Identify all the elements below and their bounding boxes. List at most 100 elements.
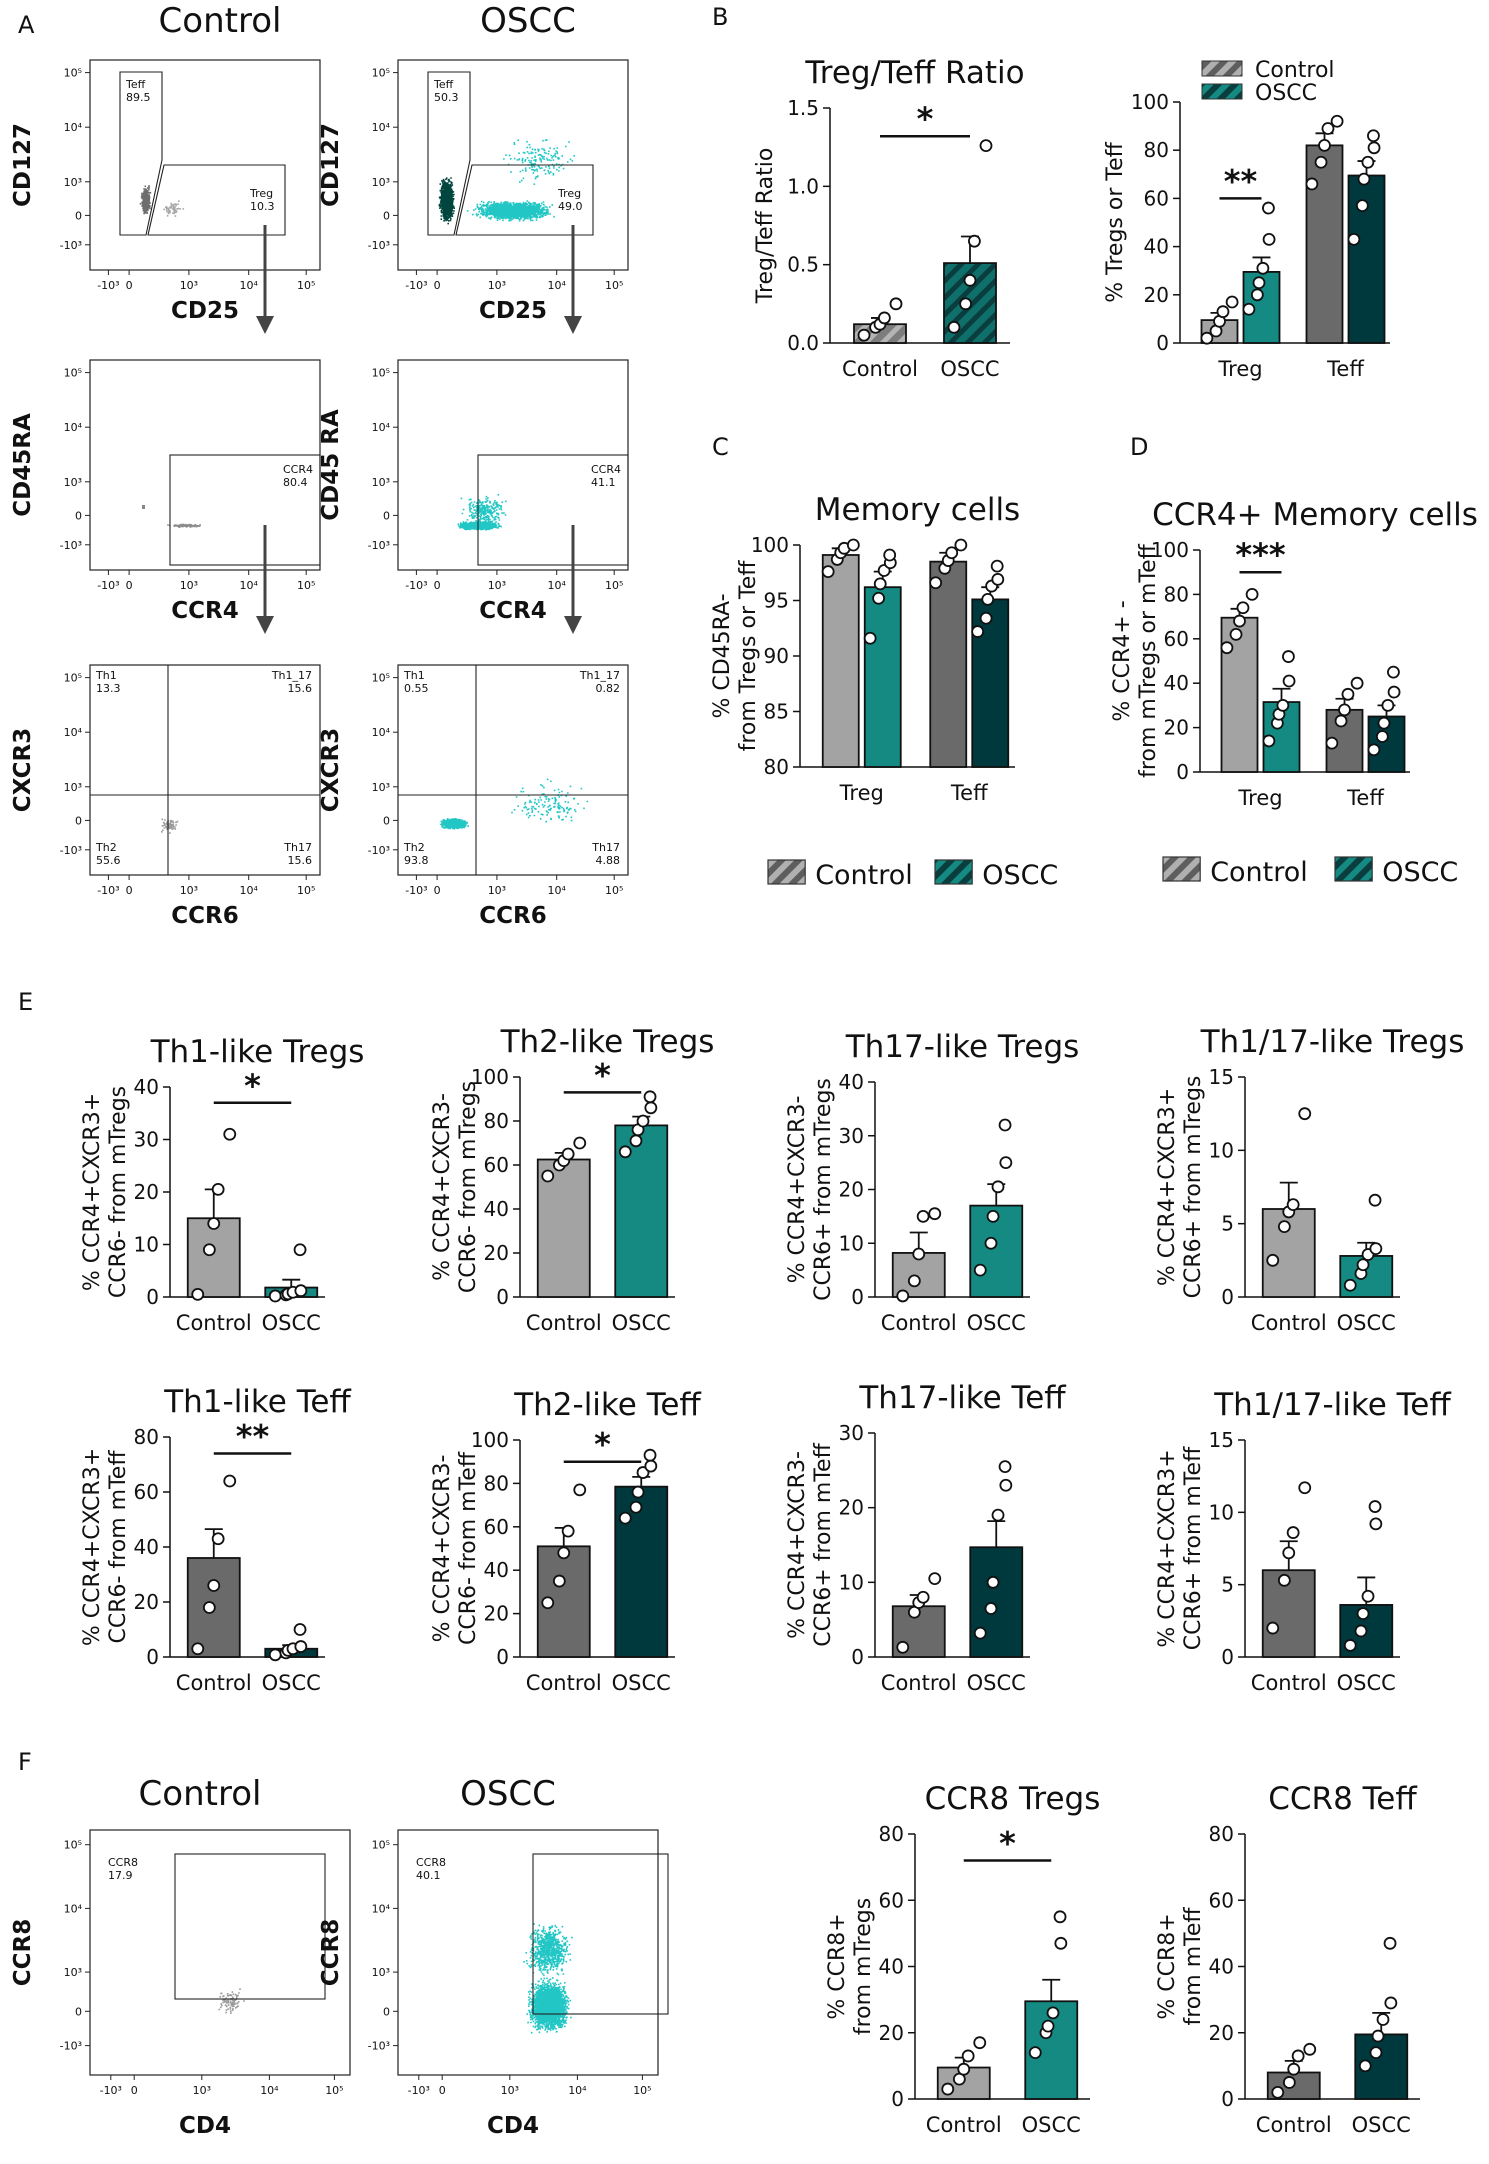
ccr4-gate: [169, 454, 321, 566]
flow-plot: -10³ 0 10³ 10⁴ 10⁵ 10⁵ 10⁴ 10³ 0 -10³ CCR6 CXCR3 Th1…: [10, 664, 321, 929]
data-point: [873, 577, 887, 591]
legend-swatch: [934, 859, 973, 885]
y-tick-label: 20: [484, 1602, 509, 1626]
category-label: Control: [526, 1311, 602, 1335]
x-tick-label: -10³: [408, 2084, 430, 2097]
y-axis-label: CCR8: [10, 1919, 36, 1986]
data-point: [883, 548, 897, 562]
event-dots: [503, 139, 575, 185]
y-axis-label: % CCR4+CXCR3-: [785, 1451, 810, 1639]
data-point: [1262, 734, 1276, 748]
chart-title: Th1/17-like Tregs: [1200, 1024, 1465, 1060]
y-axis-label: from mTregs: [851, 1898, 876, 2035]
data-point: [1381, 699, 1395, 712]
bar: [929, 560, 968, 768]
plot-frame: [397, 664, 629, 876]
data-point: [1358, 2059, 1372, 2073]
y-tick-label: 100: [471, 1428, 509, 1452]
y-tick-label: 15: [1209, 1065, 1234, 1089]
bar: [821, 554, 860, 768]
category-label: Control: [176, 1311, 252, 1335]
flow-plot: -10³ 0 10³ 10⁴ 10⁵ 10⁵ 10⁴ 10³ 0 -10³ CCR4 CD45 RA C…: [318, 359, 629, 634]
y-tick-label: 80: [134, 1425, 159, 1449]
event-dots: [163, 200, 185, 217]
data-point: [1277, 1220, 1291, 1233]
gate-value: 4.88: [596, 854, 621, 867]
y-tick-label: 10: [839, 1231, 864, 1255]
y-tick-label: 0: [891, 2087, 904, 2111]
data-point: [929, 576, 943, 590]
y-tick-label: 100: [1131, 90, 1169, 114]
y-axis-label: % CCR8+: [1155, 1913, 1180, 2019]
chart-title: Th2-like Tregs: [500, 1024, 715, 1060]
category-label: OSCC: [612, 1311, 671, 1335]
y-tick-label: 10³: [372, 476, 390, 489]
y-tick-label: 40: [134, 1075, 159, 1099]
x-tick-label: 10⁴: [239, 884, 258, 897]
data-point: [268, 1648, 282, 1662]
y-tick-label: 40: [484, 1197, 509, 1221]
data-point: [1318, 138, 1331, 152]
y-tick-label: 0: [851, 1645, 864, 1669]
flow-plot: -10³ 0 10³ 10⁴ 10⁵10⁵10⁴10³0-10³CD4CCR8CCR81…: [10, 1829, 351, 2139]
category-label: OSCC: [1337, 1671, 1396, 1695]
x-tick-label: 0: [434, 884, 441, 897]
gate-value: 10.3: [250, 200, 275, 213]
y-axis-label: % CCR4+CXCR3+: [80, 1448, 105, 1646]
category-label: Control: [1256, 2113, 1332, 2137]
y-axis-label: from Tregs or Teff: [736, 560, 761, 752]
x-axis-label: CCR6: [479, 903, 546, 929]
panel-letter: E: [18, 988, 33, 1016]
data-point: [1229, 627, 1243, 641]
data-point: [268, 1289, 282, 1303]
chart-title: Th1-like Tregs: [150, 1034, 365, 1070]
treg-gate: [147, 164, 286, 236]
legend-label: OSCC: [1382, 857, 1458, 888]
y-tick-label: 20: [879, 2021, 904, 2045]
data-point: [1367, 141, 1381, 155]
gate-name: Treg: [557, 187, 581, 200]
plot-frame: [89, 59, 321, 271]
gate-value: 40.1: [416, 1869, 441, 1882]
y-tick-label: 40: [134, 1535, 159, 1559]
y-tick-label: 90: [764, 644, 789, 668]
x-tick-label: 10⁵: [605, 279, 623, 292]
x-tick-label: -10³: [405, 579, 427, 592]
legend-swatch: [1334, 856, 1373, 882]
y-tick-label: 85: [764, 700, 789, 724]
data-point: [1252, 276, 1266, 290]
x-tick-label: 0: [439, 2084, 446, 2097]
x-tick-label: 10⁵: [633, 2084, 651, 2097]
treg-gate: [455, 164, 594, 236]
bar-chart-b2: 0 20 40 60 80 100 % Tregs or Teff Treg Teff **: [1103, 90, 1390, 381]
data-point: [1314, 155, 1328, 169]
x-tick-label: 10⁵: [605, 579, 623, 592]
bar-chart-d: 0 20 40 60 80 100 CCR4+ Memory cells % CCR4+ -f…: [1110, 497, 1478, 810]
significance-label: *: [917, 100, 934, 138]
y-tick-label: 0.0: [787, 331, 819, 355]
y-axis-label: CXCR3: [318, 728, 344, 812]
gate-value: 89.5: [126, 91, 151, 104]
x-axis-label: CD4: [179, 2113, 231, 2139]
y-tick-label: 100: [1151, 538, 1189, 562]
event-dots: [460, 494, 507, 530]
y-axis-label: CCR6- from mTregs: [456, 1081, 481, 1293]
data-point: [990, 559, 1004, 573]
y-axis-label: from mTeff: [1181, 1907, 1206, 2026]
data-point: [984, 1236, 998, 1250]
x-tick-label: -10³: [405, 279, 427, 292]
chart-title: Th2-like Teff: [513, 1387, 701, 1423]
x-tick-label: 0: [434, 279, 441, 292]
data-point: [1387, 665, 1400, 679]
significance-label: *: [594, 1056, 611, 1094]
chart-title: CCR8 Teff: [1268, 1781, 1417, 1817]
gate-name: Th17: [283, 841, 312, 854]
y-tick-label: 10⁴: [64, 726, 83, 739]
bar-chart-e3: 0 10 20 30 40 Th17-like Tregs % CCR4+CXCR3- CCR…: [785, 1029, 1079, 1335]
bar-chart-e7: 0 10 20 30 Th17-like Teff % CCR4+CXCR3- CCR6+ …: [785, 1380, 1066, 1695]
data-point: [1277, 1573, 1291, 1587]
event-dots: [466, 200, 555, 222]
data-point: [1053, 1910, 1067, 1924]
gate-name: Th17: [591, 841, 620, 854]
